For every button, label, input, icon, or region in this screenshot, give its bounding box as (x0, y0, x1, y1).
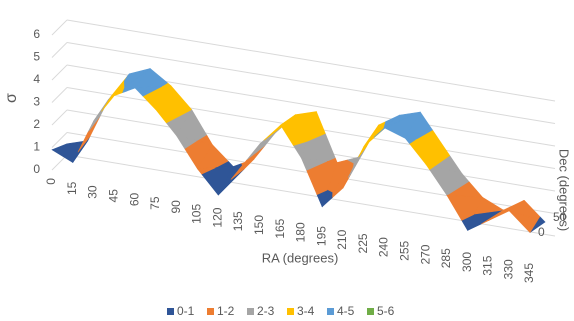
x-tick-label: 240 (377, 237, 391, 257)
x-tick-label: 285 (439, 248, 453, 268)
grid-line (51, 132, 68, 148)
x-tick-label: 315 (481, 255, 495, 275)
grid-line (51, 42, 68, 58)
x-tick-label: 180 (294, 222, 308, 242)
surface-patch (176, 135, 197, 149)
z-tick-label: 1 (33, 140, 40, 154)
z-axis-title: σ (3, 93, 20, 103)
surface-patch (246, 133, 276, 160)
z-tick-label: 4 (33, 72, 40, 86)
depth-axis-title: Dec (degrees) (557, 149, 572, 231)
surface-patch (155, 109, 192, 124)
z-tick-label: 6 (33, 27, 40, 41)
grid-line (66, 42, 556, 124)
legend-label: 3-4 (297, 304, 315, 318)
legend-swatch (247, 308, 254, 315)
legend-label: 2-3 (257, 304, 275, 318)
legend-label: 1-2 (217, 304, 235, 318)
surface-patch (197, 167, 216, 175)
grid-line (51, 87, 68, 103)
legend-label: 0-1 (177, 304, 195, 318)
x-tick-label: 90 (169, 200, 183, 214)
z-tick-label: 0 (33, 162, 40, 176)
depth-tick-label: 0 (538, 225, 545, 239)
x-tick-label: 345 (522, 263, 536, 283)
legend-swatch (367, 308, 374, 315)
x-tick-label: 105 (190, 204, 204, 224)
z-tick-label: 3 (33, 95, 40, 109)
x-tick-label: 210 (335, 229, 349, 249)
legend-swatch (287, 308, 294, 315)
surface-patch (363, 121, 386, 147)
x-tick-label: 75 (148, 196, 162, 210)
x-tick-label: 270 (418, 244, 432, 264)
x-axis-title: RA (degrees) (262, 250, 339, 265)
grid-line (51, 19, 68, 36)
x-tick-label: 60 (127, 192, 141, 206)
surface-patch (508, 210, 539, 233)
x-tick-label: 255 (397, 241, 411, 261)
grid-line (51, 109, 68, 126)
legend-swatch (327, 308, 334, 315)
surface-patch (301, 157, 328, 171)
surface-patch (446, 173, 470, 196)
surface-patch (306, 111, 326, 142)
x-tick-label: 150 (252, 215, 266, 235)
surface-patch (134, 86, 163, 97)
x-tick-label: 165 (273, 218, 287, 238)
z-tick-label: 5 (33, 50, 40, 64)
surface-patch (404, 138, 416, 144)
x-tick-label: 30 (86, 185, 100, 199)
surface-patch (425, 164, 435, 170)
x-tick-label: 15 (65, 181, 79, 195)
x-tick-label: 45 (107, 189, 121, 203)
x-tick-label: 135 (231, 211, 245, 231)
depth-tick-label: 50 (553, 210, 567, 224)
x-tick-label: 300 (460, 252, 474, 272)
x-tick-label: 120 (210, 207, 224, 227)
surface-patch (474, 197, 504, 215)
legend-label: 5-6 (377, 304, 395, 318)
legend-swatch (167, 308, 174, 315)
x-tick-label: 0 (44, 178, 58, 185)
z-tick-label: 2 (33, 117, 40, 131)
legend-label: 4-5 (337, 304, 355, 318)
legend: 0-1 1-2 2-3 3-4 4-5 5-6 (167, 304, 395, 318)
x-tick-label: 330 (501, 259, 515, 279)
grid-line (66, 19, 556, 102)
x-tick-label: 225 (356, 233, 370, 253)
grid-line (51, 64, 68, 81)
x-tick-label: 195 (314, 226, 328, 246)
legend-swatch (207, 308, 214, 315)
